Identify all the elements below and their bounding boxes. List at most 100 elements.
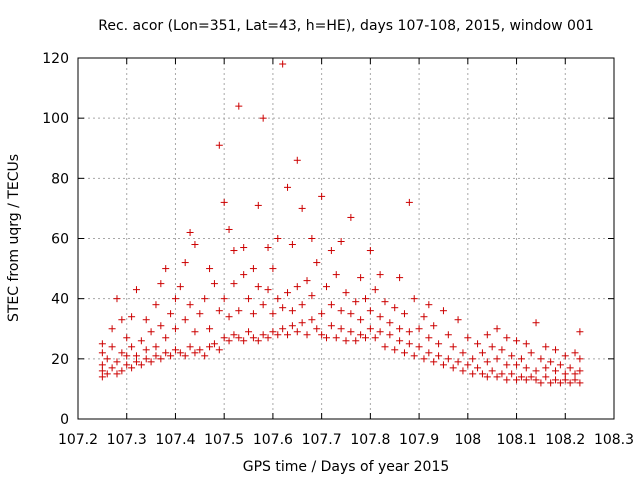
data-points <box>98 60 584 387</box>
x-tick-label: 108.1 <box>496 432 536 448</box>
data-point <box>561 352 569 360</box>
y-tick-label: 120 <box>42 51 69 67</box>
data-point <box>376 328 384 336</box>
data-point <box>259 114 267 122</box>
data-point <box>98 367 106 375</box>
data-point <box>103 355 111 363</box>
x-axis-label: GPS time / Days of year 2015 <box>243 459 450 475</box>
x-tick-label: 107.4 <box>155 432 195 448</box>
data-point <box>454 358 462 366</box>
data-point <box>332 271 340 279</box>
data-point <box>245 328 253 336</box>
data-point <box>376 313 384 321</box>
data-point <box>347 310 355 318</box>
data-point <box>181 316 189 324</box>
data-point <box>123 352 131 360</box>
data-point <box>449 343 457 351</box>
y-tick-label: 80 <box>51 171 69 187</box>
data-point <box>318 310 326 318</box>
data-point <box>288 307 296 315</box>
data-point <box>128 343 136 351</box>
data-point <box>293 156 301 164</box>
data-point <box>561 370 569 378</box>
data-point <box>293 283 301 291</box>
data-point <box>240 271 248 279</box>
data-point <box>542 343 550 351</box>
data-point <box>274 331 282 339</box>
data-point <box>537 379 545 387</box>
data-point <box>464 361 472 369</box>
data-point <box>176 349 184 357</box>
data-point <box>128 364 136 372</box>
data-point <box>318 192 326 200</box>
data-point <box>386 331 394 339</box>
data-point <box>542 364 550 372</box>
data-point <box>415 325 423 333</box>
data-point <box>201 352 209 360</box>
y-tick-label: 60 <box>51 232 69 248</box>
data-point <box>264 244 272 252</box>
data-point <box>576 367 584 375</box>
data-point <box>337 307 345 315</box>
data-point <box>264 334 272 342</box>
data-point <box>517 373 525 381</box>
data-point <box>386 319 394 327</box>
data-point <box>220 295 228 303</box>
data-point <box>327 322 335 330</box>
data-point <box>430 322 438 330</box>
data-point <box>191 241 199 249</box>
data-point <box>308 316 316 324</box>
data-point <box>259 301 267 309</box>
data-point <box>186 228 194 236</box>
data-point <box>137 337 145 345</box>
data-point <box>532 319 540 327</box>
data-point <box>425 301 433 309</box>
data-point <box>400 349 408 357</box>
data-point <box>474 364 482 372</box>
data-point <box>157 280 165 288</box>
data-point <box>576 379 584 387</box>
data-point <box>366 325 374 333</box>
data-point <box>459 367 467 375</box>
x-tick-label: 107.6 <box>253 432 293 448</box>
data-point <box>152 301 160 309</box>
data-point <box>405 328 413 336</box>
data-point <box>206 265 214 273</box>
data-point <box>478 349 486 357</box>
data-point <box>240 337 248 345</box>
x-tick-label: 108 <box>454 432 481 448</box>
data-point <box>493 355 501 363</box>
y-tick-label: 40 <box>51 292 69 308</box>
data-point <box>508 370 516 378</box>
data-point <box>147 358 155 366</box>
grid-lines <box>78 58 614 419</box>
data-point <box>284 183 292 191</box>
data-point <box>303 277 311 285</box>
data-point <box>420 313 428 321</box>
data-point <box>167 310 175 318</box>
data-point <box>298 204 306 212</box>
data-point <box>147 328 155 336</box>
data-point <box>391 346 399 354</box>
data-point <box>410 352 418 360</box>
data-point <box>527 349 535 357</box>
data-point <box>337 238 345 246</box>
data-point <box>542 373 550 381</box>
data-point <box>493 373 501 381</box>
data-point <box>308 292 316 300</box>
data-point <box>444 331 452 339</box>
data-point <box>361 334 369 342</box>
data-point <box>405 340 413 348</box>
data-point <box>142 355 150 363</box>
data-point <box>171 325 179 333</box>
data-point <box>498 346 506 354</box>
data-point <box>279 304 287 312</box>
data-point <box>352 298 360 306</box>
data-point <box>249 310 257 318</box>
data-point <box>513 361 521 369</box>
data-point <box>254 201 262 209</box>
data-point <box>152 352 160 360</box>
data-point <box>478 370 486 378</box>
data-point <box>288 322 296 330</box>
data-point <box>225 313 233 321</box>
